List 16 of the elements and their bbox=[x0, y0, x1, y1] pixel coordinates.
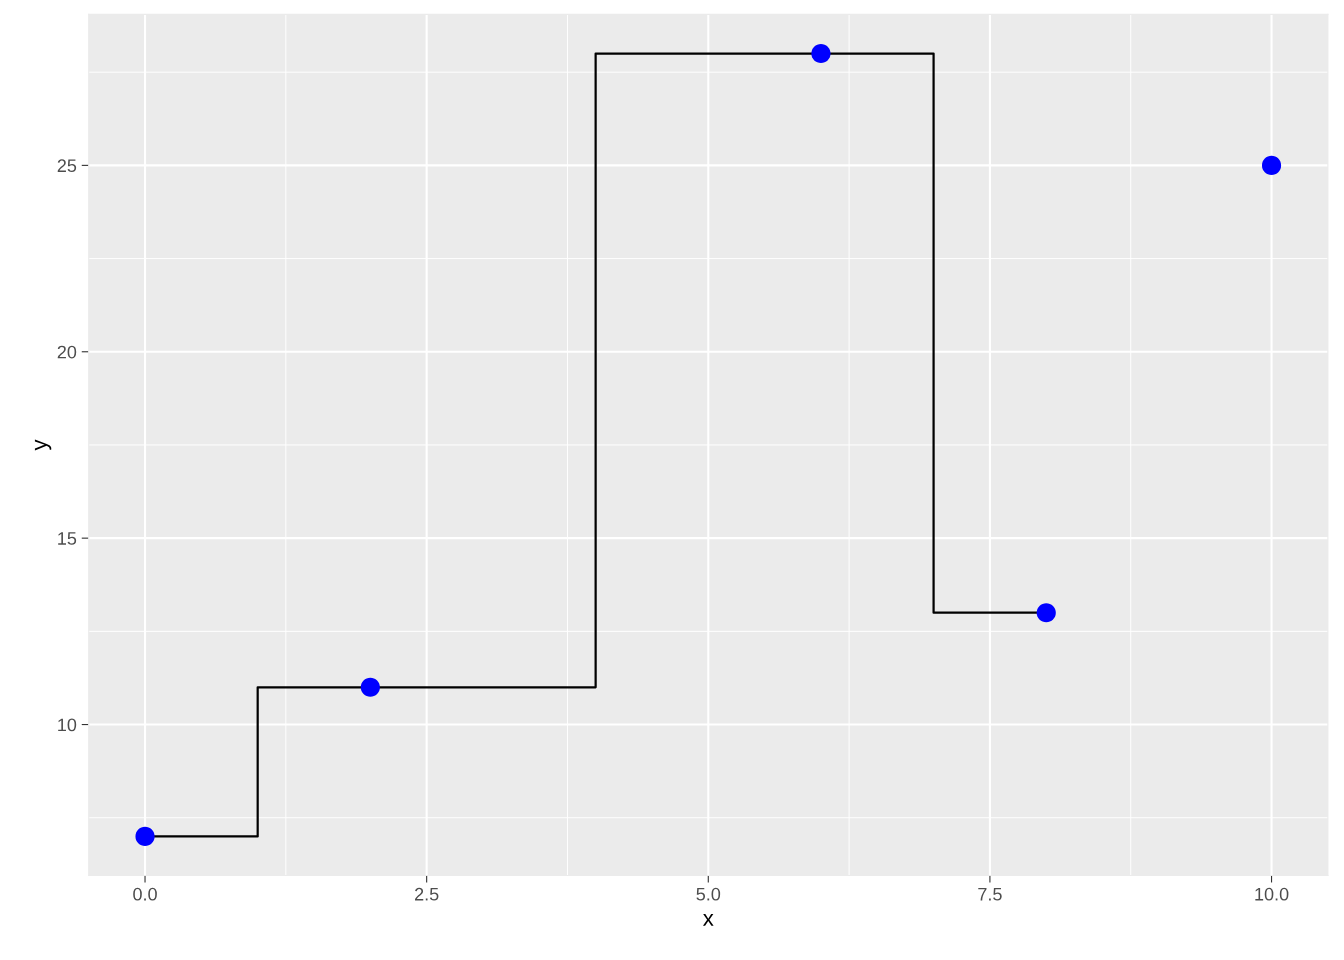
x-tick-label: 7.5 bbox=[978, 887, 1002, 901]
x-tick-label: 2.5 bbox=[415, 887, 439, 901]
x-tick-label: 10.0 bbox=[1255, 887, 1289, 901]
point bbox=[360, 677, 380, 697]
x-tick-label: 5.0 bbox=[696, 887, 721, 901]
y-tick-label: 20 bbox=[57, 345, 77, 359]
point bbox=[1261, 155, 1282, 175]
point bbox=[135, 826, 155, 846]
x-tick-label: 0.0 bbox=[133, 887, 157, 901]
y-tick-label: 10 bbox=[58, 718, 77, 732]
point bbox=[1036, 603, 1056, 623]
x-axis-title: x bbox=[702, 914, 714, 926]
y-tick-label: 25 bbox=[57, 159, 77, 173]
y-tick-label: 15 bbox=[58, 532, 77, 545]
y-axis-title: y bbox=[34, 439, 52, 451]
point bbox=[811, 43, 831, 64]
